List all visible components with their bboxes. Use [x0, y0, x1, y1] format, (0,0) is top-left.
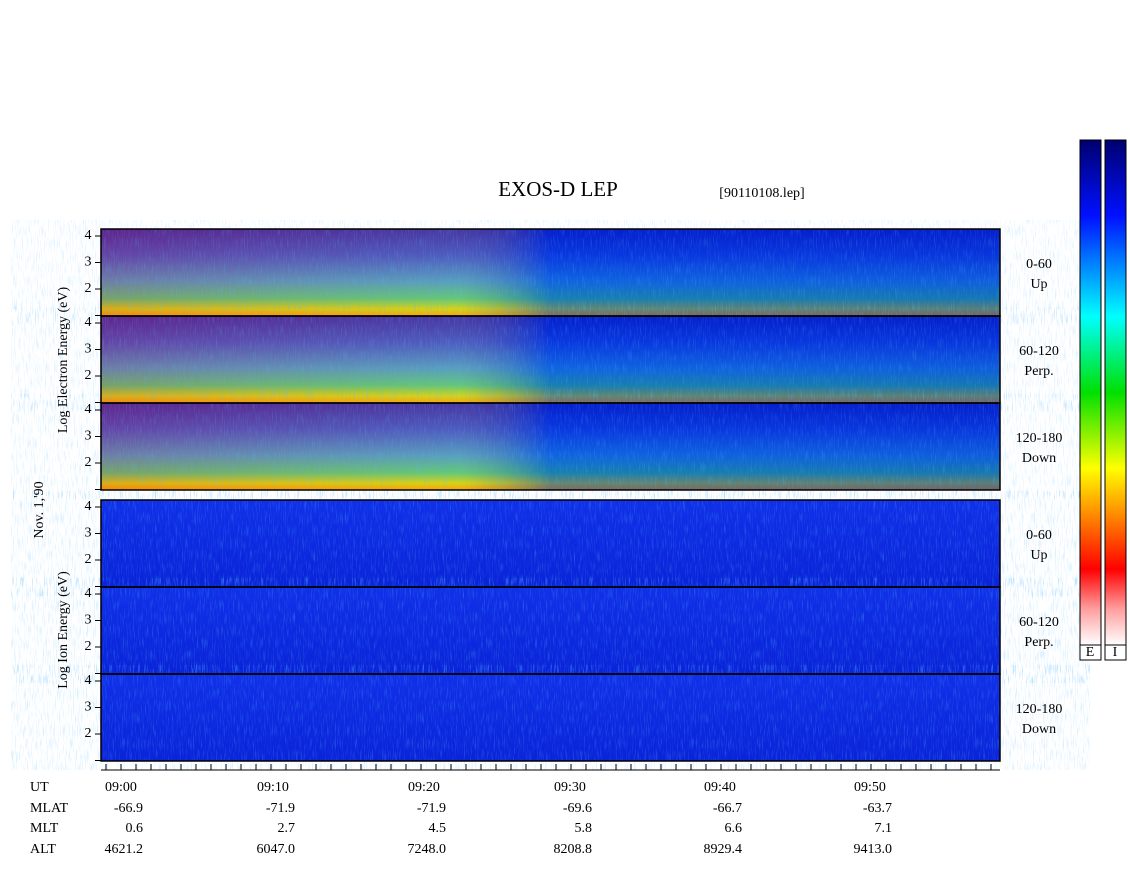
row-value: 4.5 — [429, 821, 447, 836]
spectrogram-noise — [101, 500, 1000, 587]
panel-frame — [100, 673, 1001, 762]
electron-axis-label: Log Electron Energy (eV) — [56, 287, 71, 434]
row-label: UT — [30, 780, 49, 795]
angle-label: 60-120 — [1019, 344, 1059, 359]
row-value: 09:30 — [554, 780, 586, 795]
y-tick-label: 3 — [85, 526, 92, 541]
row-value: 8929.4 — [704, 842, 743, 857]
direction-label: Up — [1030, 548, 1047, 563]
spectrogram-noise — [101, 587, 1000, 674]
colorbar-box — [1104, 644, 1127, 661]
y-tick-label: 2 — [85, 455, 92, 470]
ion-axis-label: Log Ion Energy (eV) — [56, 571, 71, 689]
y-tick-label: 4 — [85, 586, 92, 601]
row-value: 09:10 — [257, 780, 289, 795]
date: Nov. 1,'90 — [32, 481, 47, 538]
row-value: 6047.0 — [257, 842, 296, 857]
file-name: [90110108.lep] — [719, 186, 804, 201]
angle-label: 60-120 — [1019, 615, 1059, 630]
direction-label: Down — [1022, 722, 1056, 737]
y-tick-label: 2 — [85, 639, 92, 654]
angle-label: 0-60 — [1026, 528, 1052, 543]
row-label: ALT — [30, 842, 56, 857]
spectrogram-noise — [101, 316, 1000, 403]
angle-label: 0-60 — [1026, 257, 1052, 272]
row-value: 7.1 — [875, 821, 893, 836]
row-value: 09:00 — [105, 780, 137, 795]
spectrogram-noise — [101, 403, 1000, 490]
row-value: -71.9 — [266, 801, 295, 816]
y-tick-label: 3 — [85, 613, 92, 628]
y-tick-label: 3 — [85, 342, 92, 357]
y-tick-label: 2 — [85, 726, 92, 741]
colorbar-label: E — [1086, 645, 1095, 660]
colorbar-box — [1079, 644, 1102, 661]
direction-label: Perp. — [1024, 635, 1053, 650]
row-value: -69.6 — [563, 801, 592, 816]
row-value: 2.7 — [278, 821, 296, 836]
y-tick-label: 3 — [85, 255, 92, 270]
spectrogram-noise — [101, 229, 1000, 316]
y-tick-label: 2 — [85, 368, 92, 383]
y-tick-label: 4 — [85, 402, 92, 417]
panel-frame — [100, 402, 1001, 491]
row-value: 4621.2 — [105, 842, 144, 857]
y-tick-label: 2 — [85, 281, 92, 296]
colorbar-label: I — [1113, 645, 1118, 660]
row-value: 7248.0 — [408, 842, 447, 857]
y-tick-label: 2 — [85, 552, 92, 567]
y-tick-label: 3 — [85, 429, 92, 444]
y-tick-label: 4 — [85, 673, 92, 688]
y-tick-label: 3 — [85, 700, 92, 715]
row-value: 09:50 — [854, 780, 886, 795]
row-label: MLT — [30, 821, 59, 836]
title: EXOS-D LEP — [498, 177, 618, 201]
row-value: 5.8 — [575, 821, 593, 836]
row-value: 8208.8 — [554, 842, 593, 857]
y-tick-label: 4 — [85, 499, 92, 514]
row-value: 09:40 — [704, 780, 736, 795]
spectrogram-noise — [101, 674, 1000, 761]
row-value: 0.6 — [126, 821, 144, 836]
row-value: -66.7 — [713, 801, 742, 816]
row-value: 6.6 — [725, 821, 743, 836]
direction-label: Perp. — [1024, 364, 1053, 379]
row-value: 09:20 — [408, 780, 440, 795]
angle-label: 120-180 — [1016, 431, 1063, 446]
colorbar — [1079, 139, 1102, 646]
row-value: 9413.0 — [854, 842, 893, 857]
row-label: MLAT — [30, 801, 69, 816]
y-tick-label: 4 — [85, 228, 92, 243]
row-value: -71.9 — [417, 801, 446, 816]
direction-label: Up — [1030, 277, 1047, 292]
y-tick-label: 4 — [85, 315, 92, 330]
spectrograms — [101, 229, 1000, 761]
row-value: -63.7 — [863, 801, 892, 816]
angle-label: 120-180 — [1016, 702, 1063, 717]
direction-label: Down — [1022, 451, 1056, 466]
row-value: -66.9 — [114, 801, 143, 816]
colorbar — [1104, 139, 1127, 646]
